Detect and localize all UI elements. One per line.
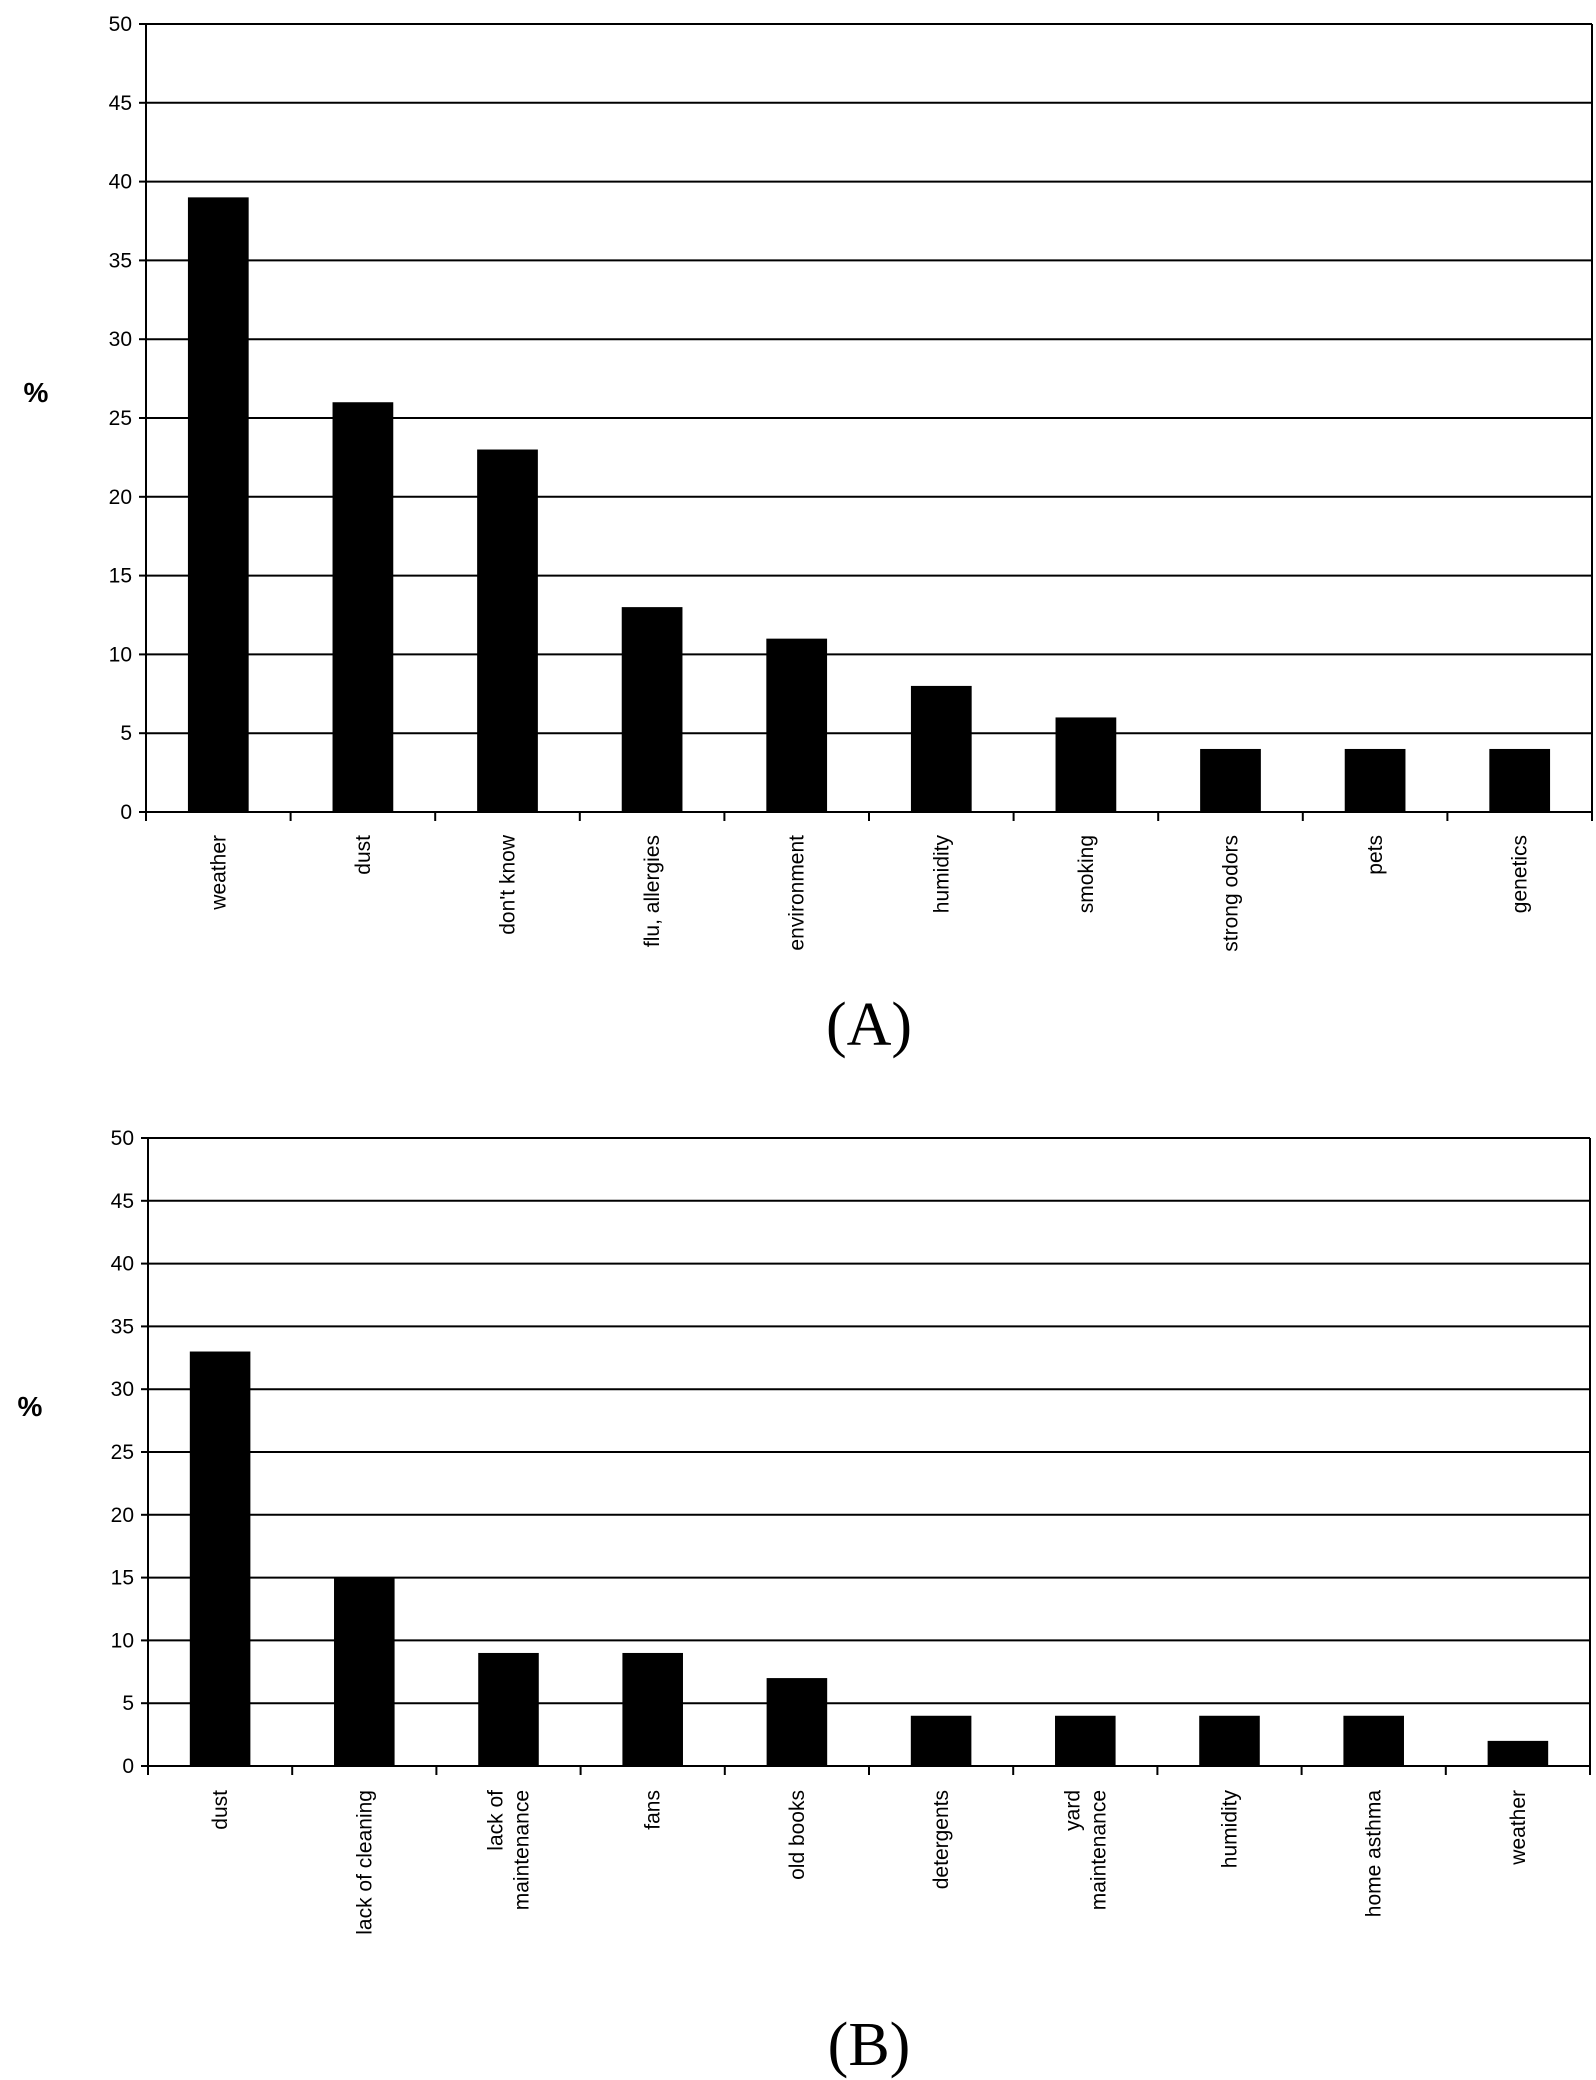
y-tick-label: 10 xyxy=(109,643,132,666)
y-tick-label: 30 xyxy=(109,328,132,351)
category-label-0: dust xyxy=(209,1790,232,1830)
y-tick-label: 10 xyxy=(111,1629,134,1652)
bar-0 xyxy=(189,1351,251,1766)
category-label-1: dust xyxy=(352,835,375,875)
panel-label: (B) xyxy=(828,2011,911,2079)
y-tick-label: 5 xyxy=(120,722,132,745)
bar-9 xyxy=(1489,748,1551,812)
category-label-2: lack of maintenance xyxy=(485,1790,534,1910)
bar-9 xyxy=(1487,1740,1549,1766)
bar-2 xyxy=(478,1652,539,1766)
category-label-3: flu, allergies xyxy=(641,835,664,947)
bar-7 xyxy=(1199,1715,1260,1766)
category-label-6: yard maintenance xyxy=(1061,1790,1110,1910)
bar-8 xyxy=(1344,748,1406,812)
bar-8 xyxy=(1343,1715,1404,1766)
chart-panel-b: 0 5 10 15 20 25 30 35 40 45 50 dust lack of cleaning… xyxy=(18,1127,1591,2079)
bar-0 xyxy=(187,197,249,813)
category-label-7: humidity xyxy=(1219,1790,1242,1869)
bar-5 xyxy=(910,685,972,812)
bar-6 xyxy=(1055,1715,1116,1766)
category-label-5: detergents xyxy=(930,1790,953,1889)
bar-6 xyxy=(1055,717,1117,812)
category-label-9: genetics xyxy=(1509,835,1532,913)
category-label-2: don't know xyxy=(497,834,520,935)
bar-3 xyxy=(622,1652,683,1766)
y-tick-label: 0 xyxy=(120,801,132,824)
chart-panel-a: 0 5 10 15 20 25 30 35 40 45 50 weather dust don't kno… xyxy=(24,13,1593,1059)
category-label-4: environment xyxy=(786,835,809,951)
panel-label: (A) xyxy=(826,991,912,1059)
bar-3 xyxy=(621,607,683,812)
y-tick-label: 50 xyxy=(111,1127,134,1150)
y-axis-label: % xyxy=(18,1391,43,1422)
bar-5 xyxy=(910,1715,972,1766)
y-tick-label: 40 xyxy=(111,1253,134,1276)
bar-1 xyxy=(332,402,394,812)
y-axis-label: % xyxy=(24,377,49,408)
category-label-8: pets xyxy=(1364,835,1387,875)
bar-4 xyxy=(766,638,828,812)
bar-1 xyxy=(334,1577,395,1766)
category-label-6: smoking xyxy=(1075,835,1098,913)
y-tick-label: 15 xyxy=(109,565,132,588)
y-tick-label: 40 xyxy=(109,171,132,194)
y-tick-label: 25 xyxy=(111,1441,134,1464)
bar-2 xyxy=(477,449,538,812)
y-tick-label: 25 xyxy=(109,407,132,430)
bar-7 xyxy=(1200,748,1261,812)
y-tick-label: 15 xyxy=(111,1567,134,1590)
y-tick-label: 0 xyxy=(122,1755,134,1778)
y-tick-label: 50 xyxy=(109,13,132,36)
category-label-5: humidity xyxy=(930,835,953,914)
category-label-8: home asthma xyxy=(1363,1790,1386,1918)
category-label-0: weather xyxy=(207,835,230,911)
y-tick-label: 35 xyxy=(109,249,132,272)
category-label-7: strong odors xyxy=(1220,835,1243,952)
y-tick-label: 30 xyxy=(111,1378,134,1401)
category-label-3: fans xyxy=(642,1790,665,1830)
y-tick-label: 5 xyxy=(122,1692,134,1715)
y-tick-label: 20 xyxy=(109,486,132,509)
y-tick-label: 45 xyxy=(109,92,132,115)
category-label-1: lack of cleaning xyxy=(353,1790,376,1935)
y-tick-label: 45 xyxy=(111,1190,134,1213)
category-label-9: weather xyxy=(1507,1790,1530,1866)
y-tick-label: 20 xyxy=(111,1504,134,1527)
category-label-4: old books xyxy=(786,1790,809,1880)
bar-4 xyxy=(766,1678,828,1766)
y-tick-label: 35 xyxy=(111,1315,134,1338)
